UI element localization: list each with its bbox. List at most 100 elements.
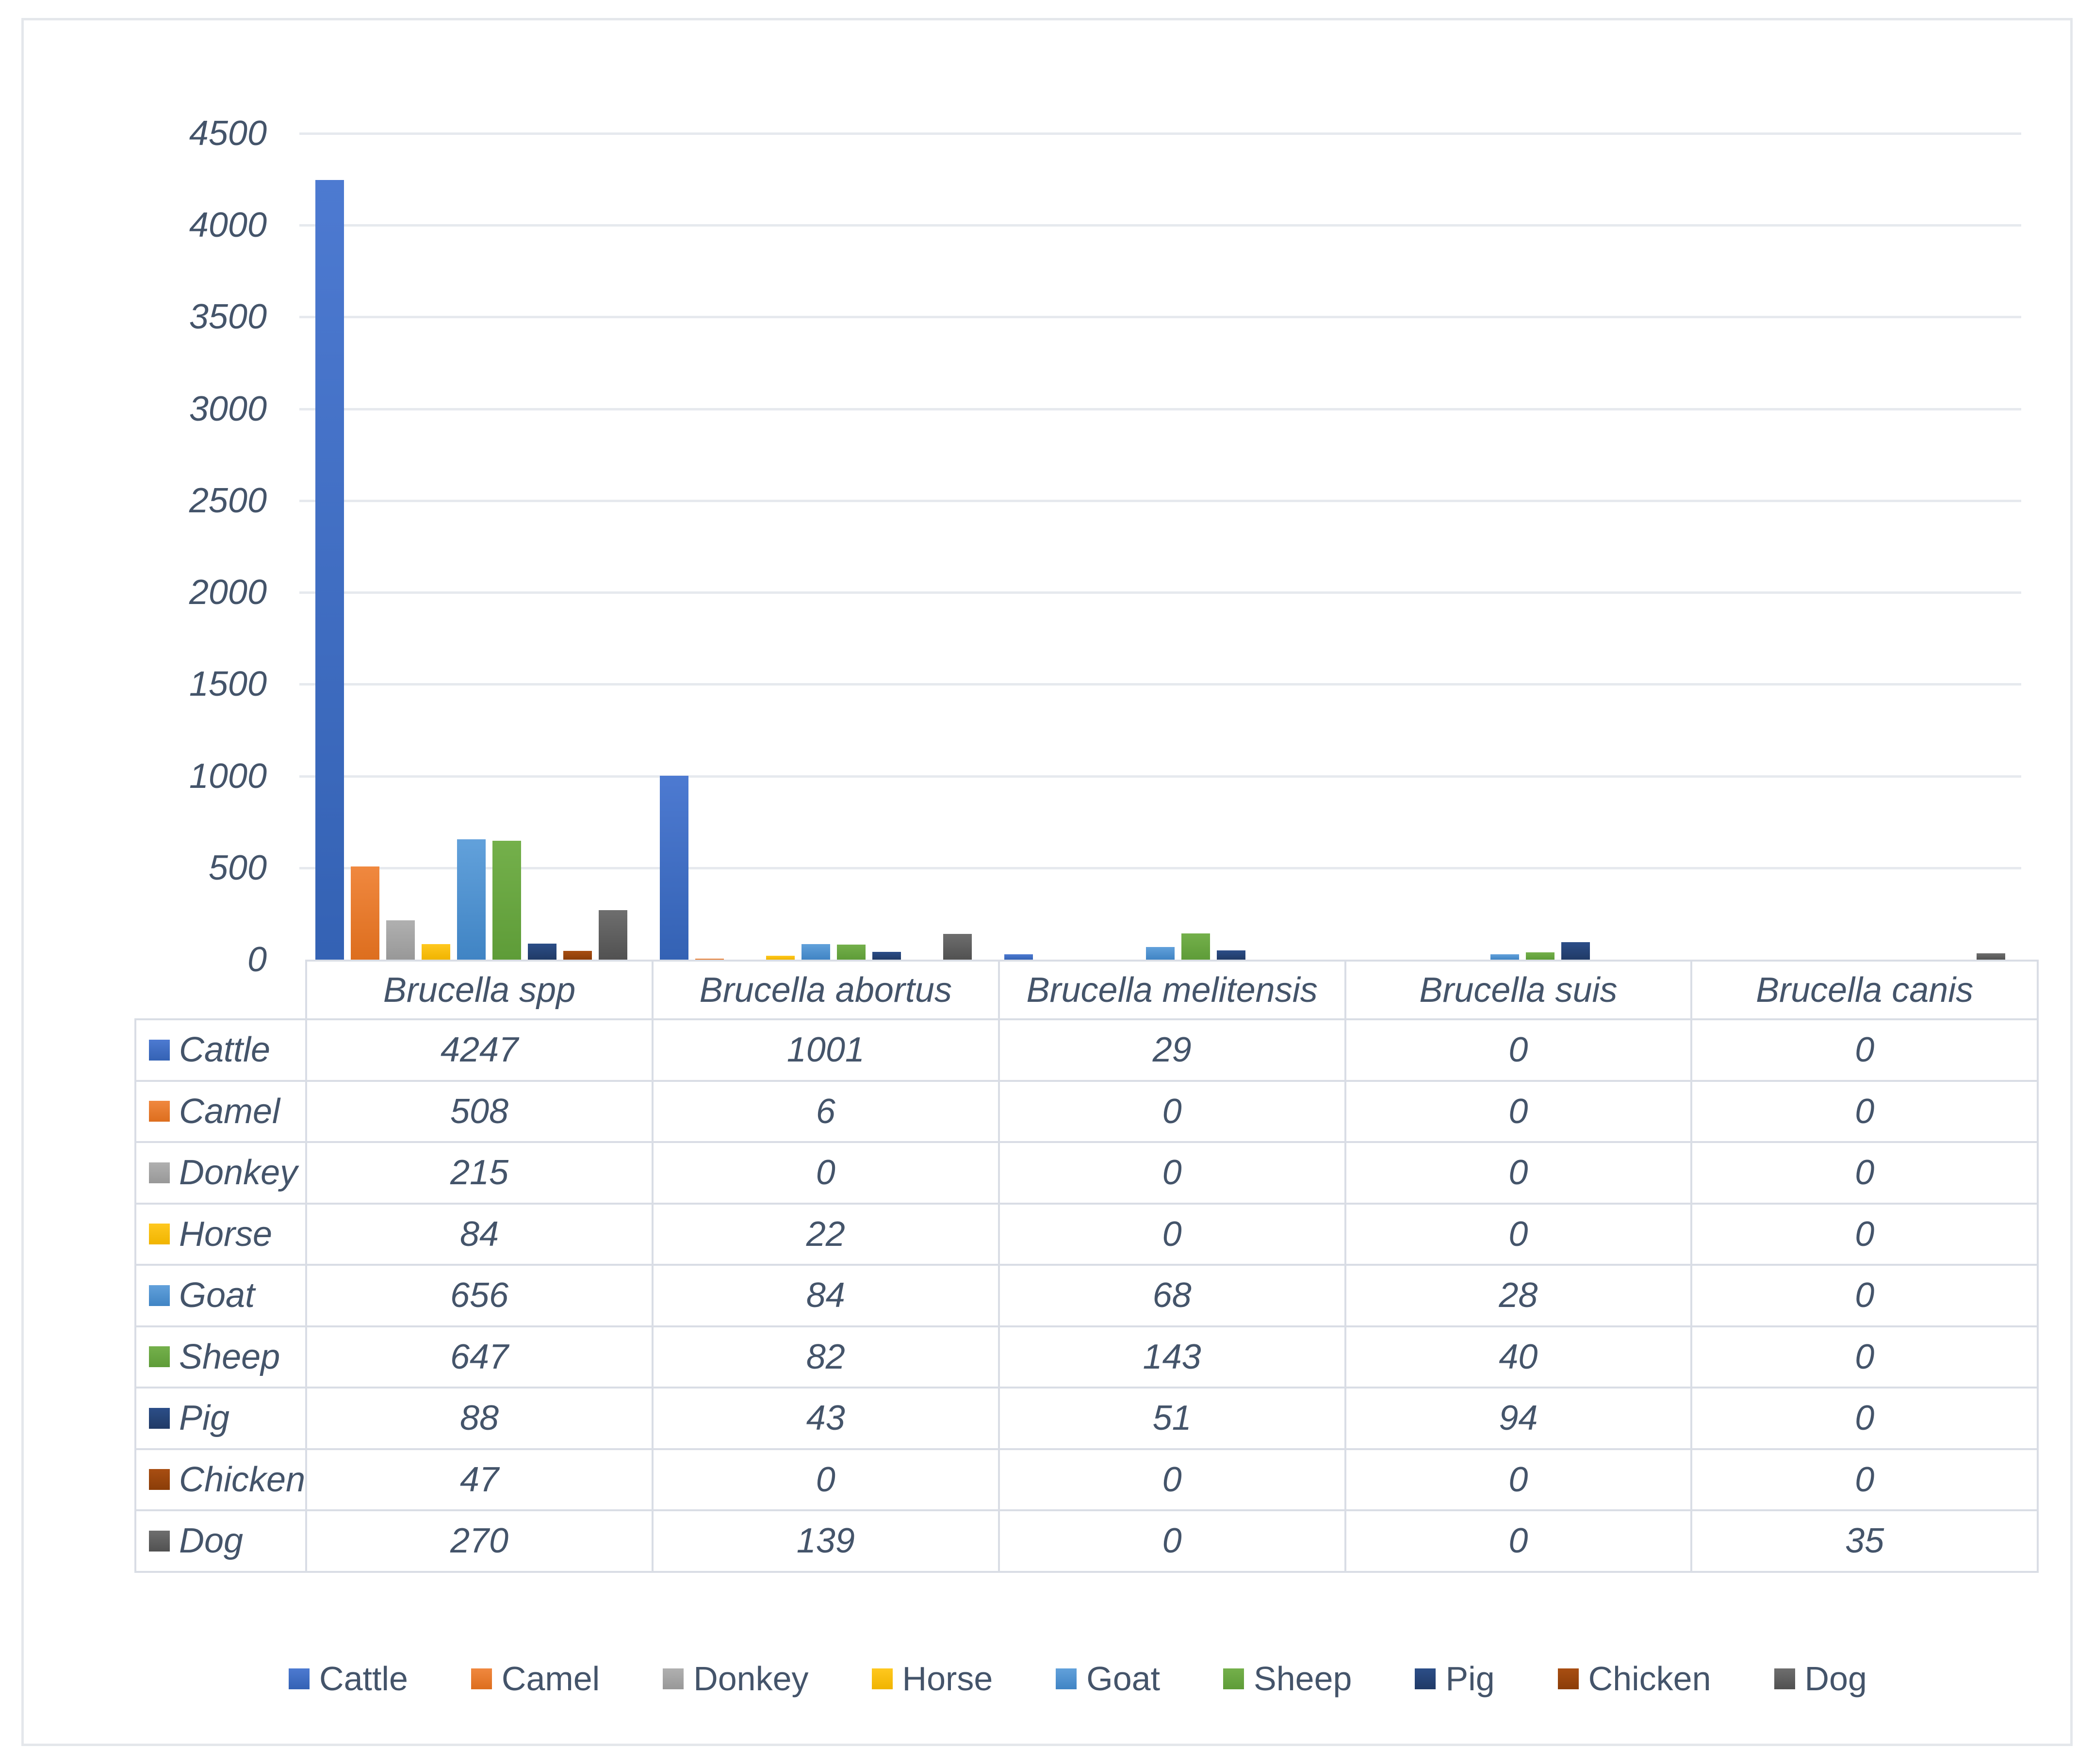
legend-key-icon-goat <box>1056 1668 1077 1689</box>
legend-key-icon-horse <box>149 1224 170 1245</box>
legend-key-icon-chicken <box>149 1469 170 1490</box>
table-value-camel-brucella-spp: 508 <box>305 1079 654 1143</box>
category-header-brucella-canis: Brucella canis <box>1690 960 2039 1020</box>
gridline-2500 <box>299 499 2021 502</box>
legend-label: Horse <box>902 1660 993 1698</box>
table-value-camel-brucella-melitensis: 0 <box>998 1079 1346 1143</box>
bar-pig-brucella-melitensis <box>1216 950 1245 960</box>
gridline-500 <box>299 866 2021 869</box>
bar-goat-brucella-melitensis <box>1145 947 1175 960</box>
table-row-dog: Dog 270 139 0 0 35 <box>134 1509 2039 1573</box>
gridline-1500 <box>299 683 2021 686</box>
table-value-chicken-brucella-canis: 0 <box>1690 1448 2039 1511</box>
table-value-dog-brucella-spp: 270 <box>305 1509 654 1573</box>
y-axis-tick-label-2000: 2000 <box>189 573 267 612</box>
table-value-dog-brucella-melitensis: 0 <box>998 1509 1346 1573</box>
table-value-dog-brucella-abortus: 139 <box>651 1509 1000 1573</box>
table-value-pig-brucella-abortus: 43 <box>651 1387 1000 1450</box>
row-label-chicken: Chicken <box>134 1448 308 1511</box>
table-value-pig-brucella-spp: 88 <box>305 1387 654 1450</box>
table-value-horse-brucella-melitensis: 0 <box>998 1202 1346 1266</box>
table-value-chicken-brucella-melitensis: 0 <box>998 1448 1346 1511</box>
bar-goat-brucella-abortus <box>802 944 831 960</box>
series-name-label: Goat <box>179 1276 255 1315</box>
table-value-chicken-brucella-suis: 0 <box>1344 1448 1693 1511</box>
bar-dog-brucella-abortus <box>943 934 972 960</box>
legend-key-icon-donkey <box>149 1162 170 1183</box>
data-table: Brucella spp Brucella abortus Brucella mel… <box>134 960 2039 1573</box>
table-row-donkey: Donkey 215 0 0 0 0 <box>134 1141 2039 1205</box>
table-value-goat-brucella-spp: 656 <box>305 1264 654 1327</box>
table-value-donkey-brucella-melitensis: 0 <box>998 1141 1346 1205</box>
gridline-2000 <box>299 591 2021 594</box>
table-value-cattle-brucella-spp: 4247 <box>305 1018 654 1082</box>
y-axis-tick-label-3500: 3500 <box>189 297 267 337</box>
bar-camel-brucella-abortus <box>695 959 724 960</box>
legend-key-icon-donkey <box>663 1668 684 1689</box>
bar-sheep-brucella-abortus <box>837 945 866 960</box>
bar-sheep-brucella-melitensis <box>1181 933 1210 960</box>
y-axis-tick-label-4500: 4500 <box>189 114 267 153</box>
legend-label: Camel <box>501 1660 600 1698</box>
bar-donkey-brucella-spp <box>386 920 415 960</box>
table-row-horse: Horse 84 22 0 0 0 <box>134 1202 2039 1266</box>
bar-cattle-brucella-melitensis <box>1004 954 1033 960</box>
row-label-dog: Dog <box>134 1509 308 1573</box>
legend-key-icon-dog <box>1774 1668 1795 1689</box>
table-value-horse-brucella-canis: 0 <box>1690 1202 2039 1266</box>
table-value-donkey-brucella-abortus: 0 <box>651 1141 1000 1205</box>
legend-label: Goat <box>1086 1660 1161 1698</box>
category-group-brucella-canis <box>1677 133 2021 960</box>
table-value-cattle-brucella-melitensis: 29 <box>998 1018 1346 1082</box>
legend-key-icon-sheep <box>1223 1668 1244 1689</box>
legend-label: Sheep <box>1254 1660 1352 1698</box>
legend-item-dog: Dog <box>1774 1659 1867 1698</box>
category-header-brucella-abortus: Brucella abortus <box>651 960 1000 1020</box>
table-value-dog-brucella-canis: 35 <box>1690 1509 2039 1573</box>
legend-item-pig: Pig <box>1415 1659 1495 1698</box>
legend: Cattle Camel Donkey Horse Goat Sheep Pig Chicke… <box>134 1650 2021 1708</box>
bar-camel-brucella-spp <box>351 866 380 960</box>
plot-area <box>299 132 2021 960</box>
table-value-goat-brucella-melitensis: 68 <box>998 1264 1346 1327</box>
bar-cattle-brucella-spp <box>315 180 344 960</box>
row-label-sheep: Sheep <box>134 1325 308 1388</box>
table-value-pig-brucella-suis: 94 <box>1344 1387 1693 1450</box>
category-group-brucella-melitensis <box>988 133 1333 960</box>
table-value-cattle-brucella-abortus: 1001 <box>651 1018 1000 1082</box>
series-name-label: Donkey <box>179 1153 298 1192</box>
series-name-label: Dog <box>179 1521 244 1561</box>
category-group-brucella-spp <box>299 133 644 960</box>
bar-cattle-brucella-abortus <box>660 776 689 960</box>
table-value-pig-brucella-canis: 0 <box>1690 1387 2039 1450</box>
table-value-dog-brucella-suis: 0 <box>1344 1509 1693 1573</box>
legend-key-icon-chicken <box>1557 1668 1579 1689</box>
table-value-cattle-brucella-canis: 0 <box>1690 1018 2039 1082</box>
gridline-3500 <box>299 316 2021 319</box>
legend-key-icon-goat <box>149 1285 170 1306</box>
table-row-goat: Goat 656 84 68 28 0 <box>134 1264 2039 1327</box>
legend-key-icon-sheep <box>149 1346 170 1368</box>
table-value-camel-brucella-suis: 0 <box>1344 1079 1693 1143</box>
table-value-horse-brucella-abortus: 22 <box>651 1202 1000 1266</box>
legend-key-icon-camel <box>149 1101 170 1122</box>
gridline-4500 <box>299 132 2021 135</box>
table-row-pig: Pig 88 43 51 94 0 <box>134 1387 2039 1450</box>
bar-sheep-brucella-suis <box>1525 952 1554 960</box>
table-value-donkey-brucella-spp: 215 <box>305 1141 654 1205</box>
bar-horse-brucella-spp <box>422 944 451 960</box>
table-value-donkey-brucella-canis: 0 <box>1690 1141 2039 1205</box>
legend-key-icon-camel <box>471 1668 492 1689</box>
y-axis-tick-label-500: 500 <box>208 848 267 887</box>
y-axis-tick-label-2500: 2500 <box>189 481 267 520</box>
y-axis-tick-label-3000: 3000 <box>189 389 267 428</box>
gridline-1000 <box>299 775 2021 778</box>
series-name-label: Pig <box>179 1399 230 1438</box>
bar-dog-brucella-canis <box>1976 953 2005 960</box>
row-label-camel: Camel <box>134 1079 308 1143</box>
bar-pig-brucella-abortus <box>872 952 901 960</box>
row-label-horse: Horse <box>134 1202 308 1266</box>
legend-item-horse: Horse <box>871 1659 993 1698</box>
legend-label: Dog <box>1804 1660 1867 1698</box>
table-value-donkey-brucella-suis: 0 <box>1344 1141 1693 1205</box>
